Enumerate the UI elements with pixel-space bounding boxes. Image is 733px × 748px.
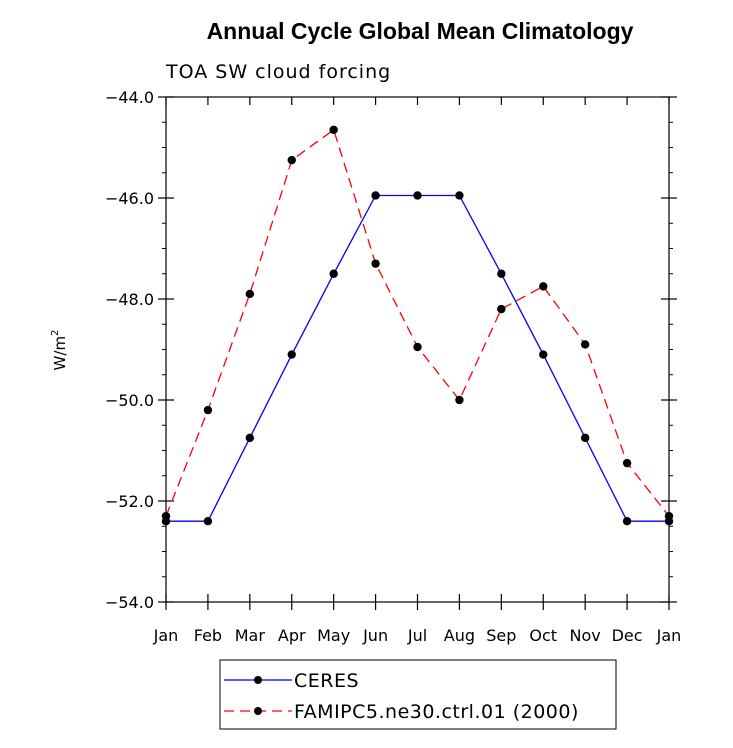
legend-marker-famipc5 [254, 707, 262, 715]
x-tick-label: Jan [656, 626, 682, 645]
data-point-ceres [245, 433, 255, 443]
data-point-ceres [371, 191, 380, 200]
data-point-ceres [497, 269, 506, 278]
data-point-famipc5 [455, 395, 464, 405]
data-point-famipc5 [539, 282, 548, 291]
x-tick-label: Jan [153, 626, 179, 645]
data-point-famipc5 [371, 259, 380, 268]
data-point-ceres [539, 350, 548, 359]
y-tick-label: −52.0 [105, 492, 154, 511]
x-tick-label: Jul [407, 626, 427, 645]
x-axis-labels: Jan Feb Mar Apr May Jun Jul Aug Sep Oct Nov Dec Jan [153, 626, 682, 645]
data-point-famipc5 [329, 125, 338, 135]
x-tick-label: Apr [278, 626, 306, 645]
data-point-ceres [203, 517, 213, 526]
data-point-famipc5 [622, 458, 632, 468]
y-tick-label: −48.0 [105, 290, 154, 309]
series-line-famipc5 [165, 128, 670, 517]
y-tick-label: −44.0 [105, 88, 154, 107]
x-tick-label: Nov [570, 626, 601, 645]
y-axis-label-exponent: 2 [50, 330, 61, 336]
y-tick-label: −46.0 [105, 189, 154, 208]
x-tick-label: Mar [235, 626, 266, 645]
legend-label-ceres: CERES [294, 670, 359, 692]
data-point-ceres [455, 191, 464, 200]
x-tick-label: Feb [194, 626, 222, 645]
x-tick-label: May [317, 626, 350, 645]
chart-subtitle: TOA SW cloud forcing [165, 61, 391, 83]
legend-marker-ceres [254, 676, 262, 684]
data-point-ceres [287, 350, 296, 359]
legend: CERES FAMIPC5.ne30.ctrl.01 (2000) [219, 659, 617, 730]
data-point-famipc5 [497, 304, 506, 314]
data-point-famipc5 [203, 405, 213, 415]
data-point-famipc5 [413, 342, 422, 352]
data-point-famipc5 [580, 340, 590, 349]
y-tick-label: −54.0 [105, 593, 154, 612]
series-layer [161, 125, 674, 526]
data-point-ceres [622, 517, 632, 526]
data-point-ceres [580, 433, 590, 443]
data-point-famipc5 [664, 511, 674, 521]
data-point-ceres [329, 269, 338, 278]
data-point-ceres [413, 191, 422, 200]
series-line-ceres [166, 194, 669, 522]
legend-box [219, 659, 617, 730]
chart-title: Annual Cycle Global Mean Climatology [207, 18, 634, 44]
axis-ticks [158, 96, 677, 610]
legend-label-famipc5: FAMIPC5.ne30.ctrl.01 (2000) [294, 701, 579, 723]
x-tick-label: Dec [612, 626, 643, 645]
x-tick-label: Jun [362, 626, 388, 645]
x-tick-label: Oct [529, 626, 557, 645]
data-point-famipc5 [245, 289, 255, 299]
y-tick-label: −50.0 [105, 391, 154, 410]
x-tick-label: Sep [486, 626, 516, 645]
y-axis-label: W/m2 [50, 330, 69, 371]
y-axis-label-unit: W/m [51, 336, 69, 371]
data-point-famipc5 [287, 155, 296, 165]
y-axis-labels: −54.0 −52.0 −50.0 −48.0 −46.0 −44.0 [105, 88, 154, 612]
x-tick-label: Aug [444, 626, 475, 645]
data-point-famipc5 [161, 511, 171, 521]
